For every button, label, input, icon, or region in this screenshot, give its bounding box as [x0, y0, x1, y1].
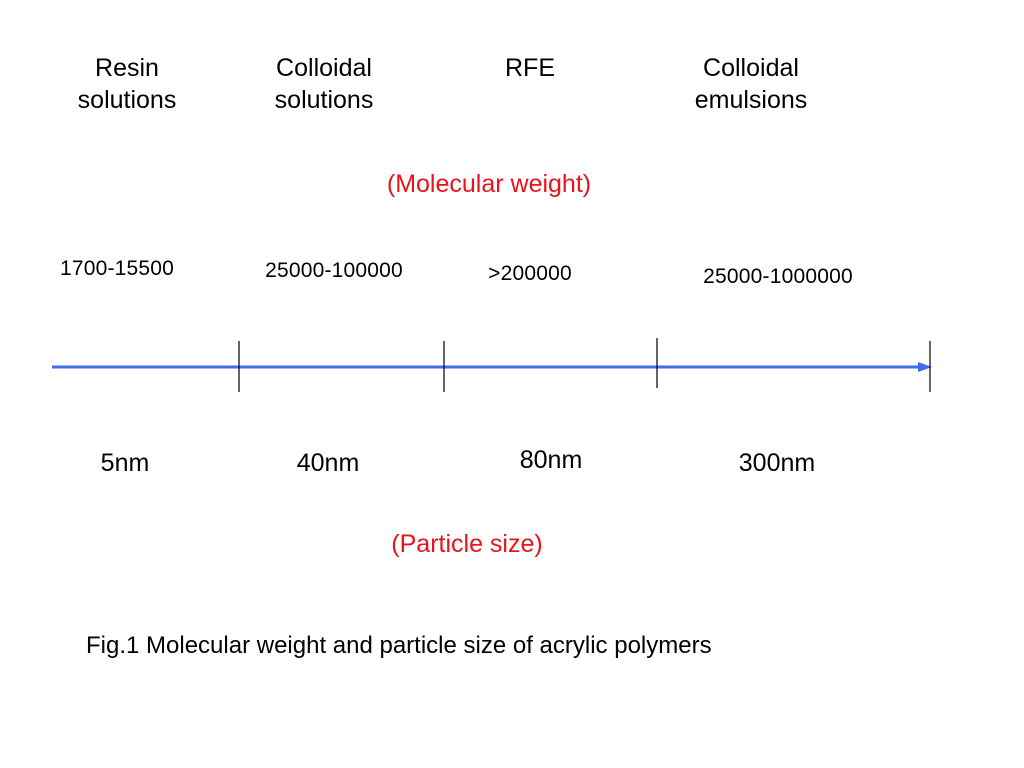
particle-size-label: (Particle size): [391, 530, 543, 558]
category-line1: RFE: [505, 54, 555, 82]
particle-size-value: 40nm: [296, 449, 360, 477]
category-line2: solutions: [274, 86, 374, 114]
category-line1: Resin: [95, 54, 159, 82]
particle-size-value: 80nm: [519, 446, 583, 474]
category-rfe: RFE: [505, 52, 555, 84]
category-colloidal-solutions: Colloidal solutions: [275, 52, 374, 116]
category-resin-solutions: Resin solutions: [78, 52, 177, 116]
figure-caption: Fig.1 Molecular weight and particle size…: [86, 632, 712, 659]
molecular-weight-value: 1700-15500: [59, 257, 175, 280]
particle-size-value: 300nm: [738, 449, 816, 477]
category-line2: emulsions: [694, 86, 808, 114]
molecular-weight-label: (Molecular weight): [386, 170, 592, 198]
molecular-weight-value: 25000-100000: [265, 259, 403, 282]
category-line1: Colloidal: [276, 54, 372, 82]
category-line2: solutions: [77, 86, 177, 114]
category-line1: Colloidal: [703, 54, 799, 82]
molecular-weight-value: 25000-1000000: [703, 265, 853, 288]
axis-arrowhead: [918, 362, 932, 372]
molecular-weight-value: >200000: [488, 262, 572, 285]
category-colloidal-emulsions: Colloidal emulsions: [695, 52, 808, 116]
particle-size-value: 5nm: [100, 449, 150, 477]
